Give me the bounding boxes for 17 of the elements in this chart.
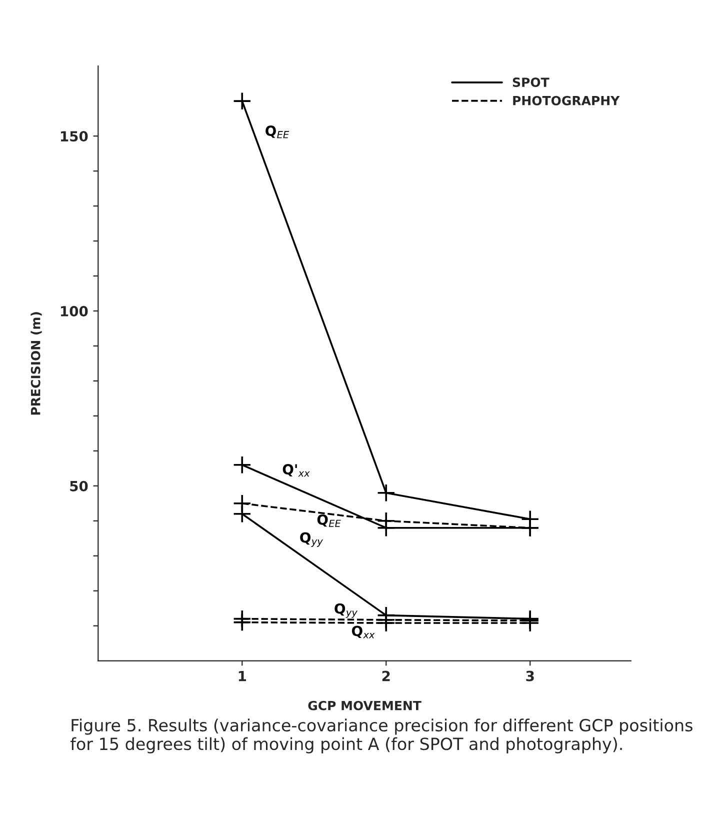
- caption: Figure 5. Results (variance-covariance precision for different GCP positions for 15 degrees tilt) of moving point A (for SPOT and photography).: [70, 718, 692, 754]
- x-axis-title: GCP MOVEMENT: [308, 700, 422, 710]
- series-label: Q$_{EE}$: [317, 514, 341, 527]
- series-label: Q'$_{xx}$: [282, 464, 310, 477]
- y-tick-label: 150: [60, 131, 88, 142]
- series-label: Q$_{xx}$: [352, 626, 375, 638]
- x-tick-label: 1: [238, 670, 246, 682]
- y-tick-label: 100: [60, 306, 88, 316]
- series-label: Q$_{yy}$: [334, 603, 358, 618]
- y-tick-label: 50: [70, 480, 88, 492]
- series-label: Q$_{yy}$: [300, 532, 323, 547]
- annotation: PHOTOGRAPHY: [513, 96, 620, 106]
- x-tick-label: 3: [526, 670, 534, 682]
- y-axis-title: PRECISION (m): [30, 312, 42, 415]
- series-label: Q$_{EE}$: [266, 126, 290, 138]
- annotation: SPOT: [512, 78, 550, 88]
- x-tick-label: 2: [382, 670, 390, 682]
